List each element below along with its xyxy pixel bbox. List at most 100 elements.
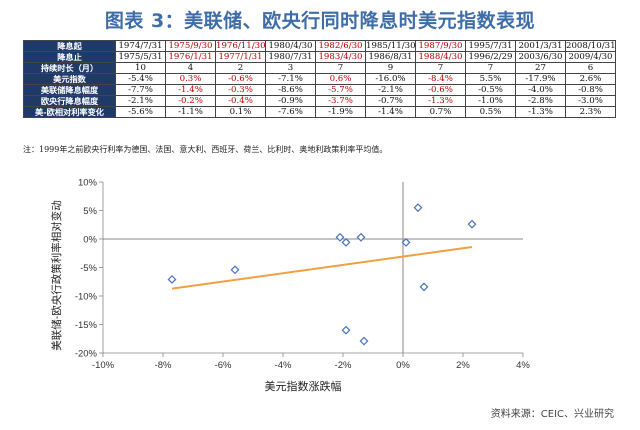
data-point [341, 237, 351, 247]
table-cell: -16.0% [365, 73, 416, 85]
table-cell: -3.0% [565, 95, 616, 107]
row-label: 美-欧相对利率变化 [23, 106, 116, 118]
table-cell: 1977/1/31 [215, 51, 266, 63]
table-cell: 1975/5/31 [115, 51, 166, 63]
y-tick-label: -5% [80, 263, 97, 274]
table-cell: 1988/4/30 [415, 51, 466, 63]
table-cell: 0.1% [215, 106, 266, 118]
data-point [341, 325, 351, 335]
table-cell: 2.3% [565, 106, 616, 118]
table-cell: -0.3% [215, 84, 266, 96]
y-tick-label: 0% [83, 235, 97, 246]
table-cell: -1.3% [515, 106, 566, 118]
table-cell: 10 [115, 62, 166, 74]
x-axis-title: 美元指数涨跌幅 [265, 379, 342, 393]
table-row: 持续时长（月） 10 4 2 3 7 9 7 7 27 6 [23, 62, 616, 74]
table-cell: -1.4% [165, 84, 216, 96]
table-cell: -4.0% [515, 84, 566, 96]
table-cell: 1980/7/31 [265, 51, 316, 63]
table-cell: -7.1% [265, 73, 316, 85]
table-cell: -2.1% [115, 95, 166, 107]
y-tick-label: 10% [78, 178, 98, 189]
table-cell: 2003/6/30 [515, 51, 566, 63]
table-cell: 7 [465, 62, 516, 74]
trend-line [171, 245, 473, 290]
table-cell: 0.3% [165, 73, 216, 85]
data-point [335, 232, 345, 242]
table-row: 降息起 1974/7/31 1975/9/30 1976/11/30 1980/4/30… [23, 40, 616, 52]
table-cell: 1983/4/30 [315, 51, 366, 63]
table-cell: -0.6% [415, 84, 466, 96]
table-cell: -5.7% [315, 84, 366, 96]
source-note: 资料来源：CEIC、兴业研究 [490, 409, 614, 420]
table-cell: 1980/4/30 [265, 40, 316, 52]
x-tick-label: -6% [215, 360, 232, 371]
row-label: 美联储降息幅度 [23, 84, 116, 96]
x-tick-label: 0% [396, 360, 410, 371]
chart-title: 图表 3：美联储、欧央行同时降息时美元指数表现 [104, 10, 536, 32]
x-tick-label: 4% [516, 360, 530, 371]
table-cell: -1.4% [365, 106, 416, 118]
x-tick-label: -8% [155, 360, 172, 371]
table-cell: -17.9% [515, 73, 566, 85]
row-label: 降息起 [23, 40, 116, 52]
table-row: 美-欧相对利率变化 -5.6% -1.1% 0.1% -7.6% -1.9% -1.4% 0.… [23, 106, 616, 118]
table-cell: 1986/8/31 [365, 51, 416, 63]
table-cell: -0.5% [465, 84, 516, 96]
table-cell: 0.6% [315, 73, 366, 85]
y-tick-label: -20% [75, 349, 98, 360]
x-tick-label: -4% [275, 360, 292, 371]
data-point [167, 275, 177, 284]
table-cell: 1985/11/30 [365, 40, 416, 52]
table-cell: 1995/7/31 [465, 40, 516, 52]
table-row: 美联储降息幅度 -7.7% -1.4% -0.3% -8.6% -5.7% -2.1% -0.… [23, 84, 616, 96]
table-cell: 7 [315, 62, 366, 74]
table-cell: 0.7% [415, 106, 466, 118]
table-row: 降息止 1975/5/31 1976/1/31 1977/1/31 1980/7/31 1… [23, 51, 616, 63]
table-cell: -8.6% [265, 84, 316, 96]
table-footnote: 注：1999年之前欧央行利率为德国、法国、意大利、西班牙、荷兰、比利时、奥地利政… [23, 145, 388, 154]
table-cell: 0.5% [465, 106, 516, 118]
table-cell: 1987/9/30 [415, 40, 466, 52]
table-cell: -1.9% [315, 106, 366, 118]
table-cell: 4 [165, 62, 216, 74]
table-cell: -8.4% [415, 73, 466, 85]
table-cell: 2001/3/31 [515, 40, 566, 52]
table-cell: -0.8% [565, 84, 616, 96]
data-point [419, 282, 429, 292]
row-label: 持续时长（月） [23, 62, 116, 74]
table-cell: -1.3% [415, 95, 466, 107]
table-row: 欧央行降息幅度 -2.1% -0.2% -0.4% -0.9% -3.7% -0.7% -1.… [23, 95, 616, 107]
table-cell: 5.5% [465, 73, 516, 85]
data-point [230, 265, 240, 275]
x-tick-label: 2% [456, 360, 470, 371]
row-label: 欧央行降息幅度 [23, 95, 116, 107]
table-cell: -2.8% [515, 95, 566, 107]
data-point [413, 203, 423, 213]
table-cell: 7 [415, 62, 466, 74]
table-cell: 1974/7/31 [115, 40, 166, 52]
table-cell: -5.6% [115, 106, 166, 118]
y-tick-label: -10% [75, 292, 98, 303]
row-label: 降息止 [23, 51, 116, 63]
table-cell: -1.0% [465, 95, 516, 107]
table-cell: 2009/4/30 [565, 51, 616, 63]
table-cell: 1982/6/30 [315, 40, 366, 52]
table-cell: -3.7% [315, 95, 366, 107]
table-row: 美元指数 -5.4% 0.3% -0.6% -7.1% 0.6% -16.0% -8.4% 5.… [23, 73, 616, 85]
y-tick-label: -15% [75, 320, 98, 331]
scatter-plot: -10% -8% -6% -4% -2% 0% 2% 4% 10% 5% 0% -5% -10% -15%… [50, 178, 530, 394]
table-cell: 2.6% [565, 73, 616, 85]
table-cell: 9 [365, 62, 416, 74]
y-axis-title: 美联储-欧央行政策利率相对变动 [50, 200, 63, 351]
data-point [467, 219, 477, 229]
table-cell: -0.2% [165, 95, 216, 107]
table-cell: -7.6% [265, 106, 316, 118]
rate-cut-table: 降息起 1974/7/31 1975/9/30 1976/11/30 1980/4/30… [23, 40, 616, 118]
table-cell: -0.4% [215, 95, 266, 107]
x-tick-label: -2% [335, 360, 352, 371]
table-cell: 1976/11/30 [215, 40, 266, 52]
data-point [356, 232, 366, 242]
table-cell: 1975/9/30 [165, 40, 216, 52]
table-cell: -0.6% [215, 73, 266, 85]
